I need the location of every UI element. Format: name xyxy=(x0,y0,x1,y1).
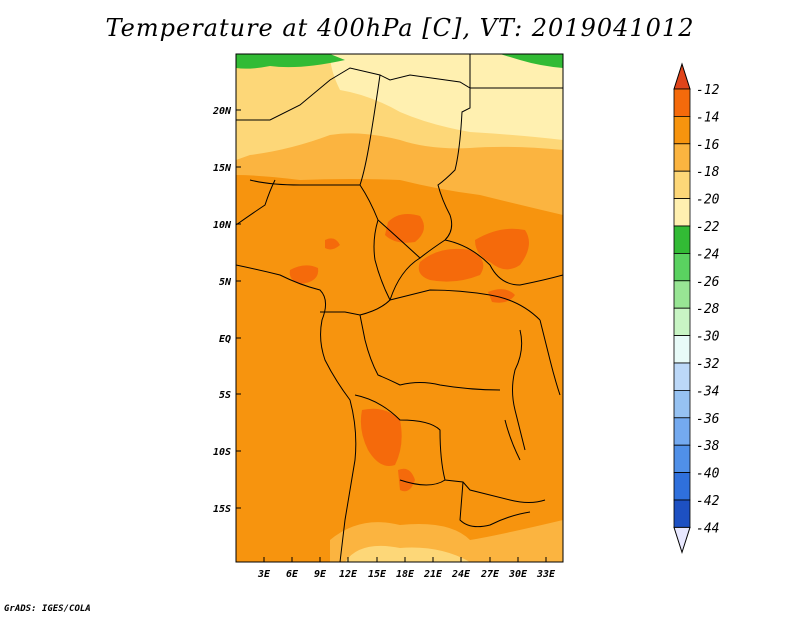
colorbar-label: -36 xyxy=(696,412,720,427)
colorbar-swatch xyxy=(673,307,691,337)
lon-label-3e: 3E xyxy=(257,569,271,580)
colorbar-swatch xyxy=(673,389,691,419)
field-green-strip xyxy=(236,54,345,69)
colorbar-label: -18 xyxy=(696,165,720,180)
colorbar-label: -12 xyxy=(696,83,720,98)
colorbar-label: -30 xyxy=(696,330,720,345)
warm-patch-3 xyxy=(475,228,529,270)
colorbar-label: -34 xyxy=(696,384,719,399)
lat-label-20n: 20N xyxy=(212,106,232,117)
lat-label-15n: 15N xyxy=(213,163,232,174)
temperature-field xyxy=(236,54,563,562)
lon-label-21e: 21E xyxy=(423,569,443,580)
lat-label-5s: 5S xyxy=(219,390,231,401)
colorbar-swatch xyxy=(673,225,691,254)
lat-label-5n: 5N xyxy=(219,277,232,288)
grads-credit: GrADS: IGES/COLA xyxy=(4,604,91,614)
colorbar-label: -32 xyxy=(696,357,720,372)
colorbar-label: -28 xyxy=(696,302,720,317)
colorbar-label: -26 xyxy=(696,275,720,290)
colorbar-swatch xyxy=(673,417,691,446)
warm-patch-8 xyxy=(325,238,340,250)
warm-patch-5 xyxy=(289,265,319,284)
warm-patch-2 xyxy=(418,248,484,282)
lon-label-18e: 18E xyxy=(396,569,415,580)
lat-label-15s: 15S xyxy=(213,504,231,515)
colorbar-swatch xyxy=(673,499,691,528)
colorbar-swatch xyxy=(673,198,691,227)
lon-label-9e: 9E xyxy=(314,569,327,580)
colorbar-swatch xyxy=(673,170,691,199)
field-green-strip-2 xyxy=(500,54,563,68)
colorbar-label: -44 xyxy=(696,521,719,536)
lon-label-33e: 33E xyxy=(536,569,556,580)
colorbar-label: -42 xyxy=(696,494,720,509)
lat-label-10s: 10S xyxy=(213,447,231,458)
borders xyxy=(236,54,563,562)
colorbar-swatch xyxy=(673,280,691,309)
colorbar-swatch xyxy=(673,143,691,172)
colorbar-swatch xyxy=(673,444,691,474)
colorbar-swatch xyxy=(673,335,691,364)
field-north-band-3 xyxy=(330,54,563,140)
colorbar-label: -22 xyxy=(696,220,720,235)
lon-label-6e: 6E xyxy=(286,569,299,580)
colorbar-swatch xyxy=(673,88,691,117)
colorbar-swatch xyxy=(673,116,691,145)
lat-label-eq: EQ xyxy=(219,334,231,345)
colorbar: -12 -14 -16 -18 -20 -22 -24 -26 -28 -30 -32 -34 -36 -… xyxy=(673,62,720,555)
warm-patch-7 xyxy=(398,468,415,492)
warm-patch-6 xyxy=(360,408,402,466)
colorbar-label: -16 xyxy=(696,138,720,153)
colorbar-swatch xyxy=(673,252,691,282)
lat-axis: 20N 15N 10N 5N EQ 5S 10S 15S xyxy=(212,106,241,515)
lon-label-15e: 15E xyxy=(368,569,387,580)
lon-label-30e: 30E xyxy=(508,569,528,580)
lon-label-24e: 24E xyxy=(451,569,471,580)
colorbar-swatch xyxy=(673,472,691,501)
lon-label-12e: 12E xyxy=(339,569,358,580)
lat-label-10n: 10N xyxy=(213,220,232,231)
colorbar-upper-arrow xyxy=(673,62,691,90)
colorbar-label: -14 xyxy=(696,110,719,125)
map-title: Temperature at 400hPa [C], VT: 201904101… xyxy=(105,14,695,42)
lon-axis: 3E 6E 9E 12E 15E 18E 21E 24E 27E 30E 33E xyxy=(257,557,556,580)
colorbar-label: -24 xyxy=(696,247,719,262)
colorbar-label: -40 xyxy=(696,467,720,482)
colorbar-label: -20 xyxy=(696,193,720,208)
lon-label-27e: 27E xyxy=(480,569,500,580)
colorbar-label: -38 xyxy=(696,439,720,454)
colorbar-swatch xyxy=(673,362,691,391)
map-frame xyxy=(235,53,564,563)
colorbar-lower-arrow xyxy=(673,526,691,555)
field-south-band-2 xyxy=(345,545,470,562)
